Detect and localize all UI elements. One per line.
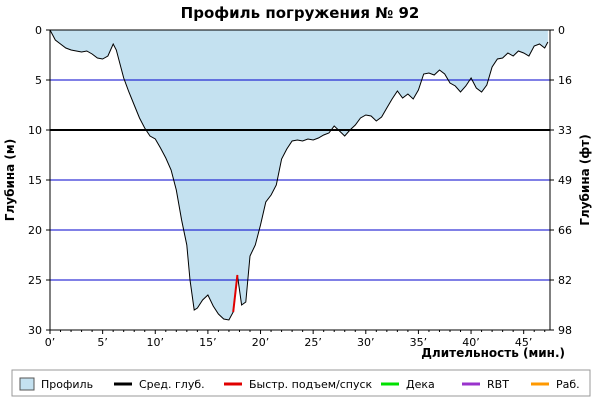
y-tick-label-left: 5 xyxy=(35,74,42,87)
y-axis-label-left: Глубина (м) xyxy=(3,139,17,221)
x-tick-label: 15’ xyxy=(199,336,217,349)
chart-title: Профиль погружения № 92 xyxy=(181,4,420,22)
y-tick-label-right: 33 xyxy=(558,124,572,137)
x-tick-label: 35’ xyxy=(410,336,428,349)
y-tick-label-right: 66 xyxy=(558,224,572,237)
y-tick-label-left: 25 xyxy=(28,274,42,287)
legend: Профиль Сред. глуб. Быстр. подъем/спуск Дек… xyxy=(11,369,591,397)
x-tick-label: 10’ xyxy=(147,336,165,349)
legend-frame xyxy=(11,369,591,397)
y-tick-label-right: 16 xyxy=(558,74,572,87)
x-tick-label: 5’ xyxy=(97,336,108,349)
legend-swatch-profile xyxy=(19,377,35,391)
legend-label: RBT xyxy=(487,378,509,391)
y-tick-label-left: 10 xyxy=(28,124,42,137)
plot-area: 0’ 5’ 10’ 15’ 20’ 25’ 30’ 35’ 40’ 45’ 0 0 5 16 10 33 15 4… xyxy=(28,24,572,349)
y-tick-label-left: 20 xyxy=(28,224,42,237)
y-tick-label-left: 0 xyxy=(35,24,42,37)
fast-ascent-segment xyxy=(232,274,239,313)
legend-label: Профиль xyxy=(41,378,93,391)
y-tick-label-right: 82 xyxy=(558,274,572,287)
y-tick-label-left: 15 xyxy=(28,174,42,187)
y-tick-label-right: 0 xyxy=(558,24,565,37)
x-tick-label: 0’ xyxy=(45,336,56,349)
legend-label: Раб. xyxy=(556,378,580,391)
y-tick-label-right: 98 xyxy=(558,324,572,337)
y-axis-label-right: Глубина (фт) xyxy=(578,134,592,225)
x-tick-label: 40’ xyxy=(462,336,480,349)
y-tick-label-right: 49 xyxy=(558,174,572,187)
x-tick-label: 25’ xyxy=(304,336,322,349)
legend-label: Быстр. подъем/спуск xyxy=(249,378,373,391)
x-tick-label: 20’ xyxy=(252,336,270,349)
x-tick-label: 30’ xyxy=(357,336,375,349)
y-tick-label-left: 30 xyxy=(28,324,42,337)
legend-label: Дека xyxy=(406,378,435,391)
x-axis-label: Длительность (мин.) xyxy=(421,346,565,360)
profile-line xyxy=(49,29,549,321)
profile-area xyxy=(50,30,548,320)
x-tick-label: 45’ xyxy=(515,336,533,349)
legend-label: Сред. глуб. xyxy=(139,378,205,391)
